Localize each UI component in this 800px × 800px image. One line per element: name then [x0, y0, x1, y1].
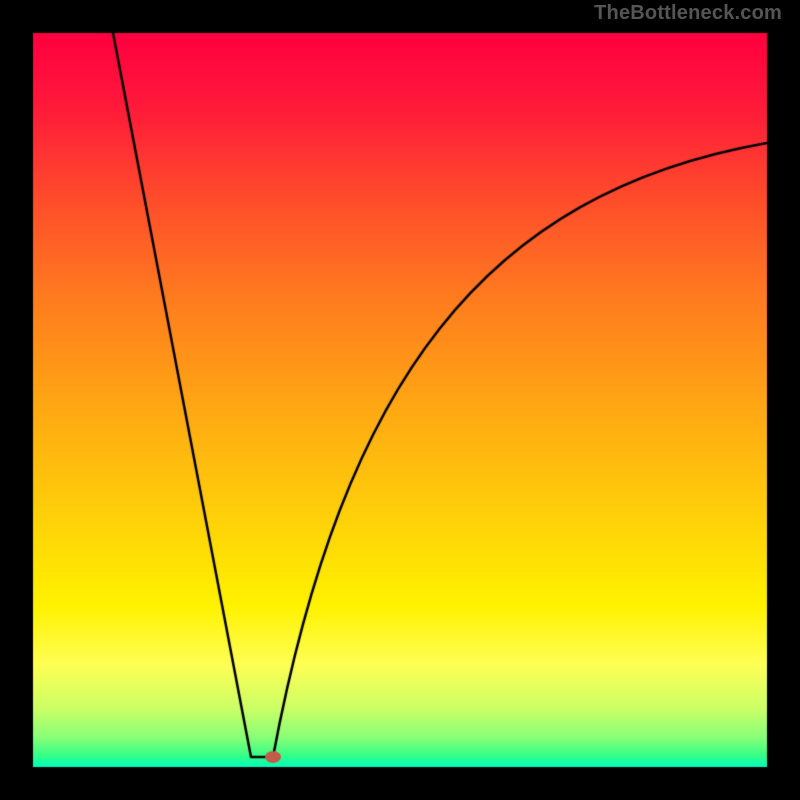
chart-stage: TheBottleneck.com [0, 0, 800, 800]
bottleneck-curve-canvas [0, 0, 800, 800]
watermark-text: TheBottleneck.com [594, 2, 782, 25]
